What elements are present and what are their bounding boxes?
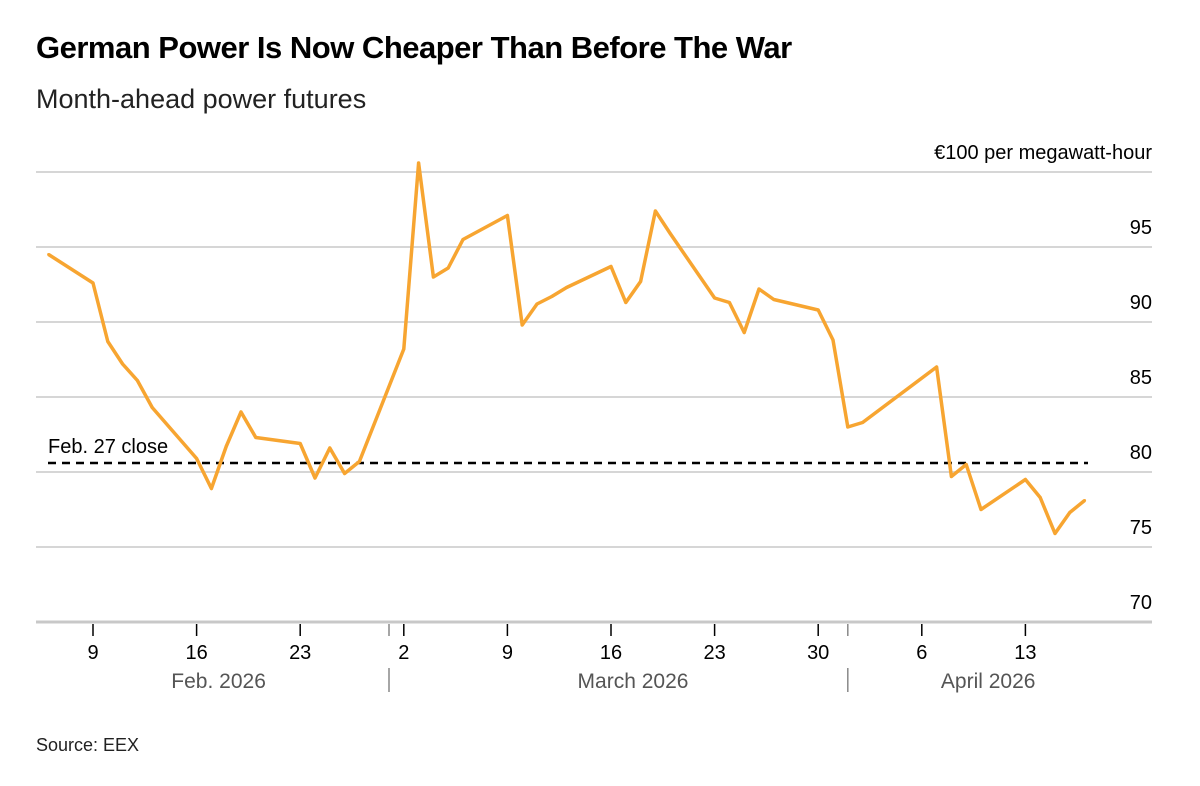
data-point [772,298,776,301]
data-point [1023,478,1027,481]
data-point [417,161,421,165]
data-point [609,265,613,268]
reference-line-label: Feb. 27 close [48,436,168,458]
data-point [846,425,850,429]
chart-subtitle: Month-ahead power futures [36,84,367,114]
data-point [135,379,139,382]
data-point [224,445,228,448]
data-point [254,436,258,439]
price-line [47,161,1086,536]
data-point [1068,511,1072,514]
data-point [742,331,746,334]
data-point [861,421,865,424]
x-tick-label: 6 [916,642,927,664]
data-point [328,446,332,450]
y-tick-label: 90 [1130,292,1152,314]
data-point [668,232,672,235]
x-tick-label: 9 [87,642,98,664]
data-point [195,457,199,460]
data-point [565,286,569,289]
data-point [653,209,657,213]
data-point [757,287,761,291]
data-point [91,281,95,285]
data-point [47,253,51,256]
data-point [343,472,347,475]
data-point [298,442,302,445]
x-tick-label: 2 [398,642,409,664]
x-tick-label: 16 [185,642,207,664]
month-label: April 2026 [941,670,1036,693]
data-point [106,340,110,343]
data-point [713,296,717,300]
data-point [979,508,983,511]
data-point [1053,532,1057,535]
data-point [949,475,953,478]
data-point [831,338,835,342]
data-point [239,410,243,414]
x-tick-label: 23 [703,642,725,664]
x-tick-label: 13 [1014,642,1036,664]
data-point [964,463,968,466]
x-tick-label: 16 [600,642,622,664]
data-point [727,301,731,304]
data-point [550,295,554,298]
x-tick-label: 23 [289,642,311,664]
chart-title: German Power Is Now Cheaper Than Before … [36,30,792,65]
x-tick-label: 30 [807,642,829,664]
month-label: March 2026 [578,670,689,693]
data-point [121,362,125,366]
data-point [209,487,213,490]
data-point [461,238,465,241]
data-point [1083,499,1087,502]
y-tick-label: 95 [1130,217,1152,239]
month-label: Feb. 2026 [171,670,266,693]
data-point [402,347,406,351]
data-point [150,406,154,409]
data-point [935,365,939,369]
y-tick-label: 75 [1130,517,1152,539]
y-tick-label: 85 [1130,367,1152,389]
y-tick-label: 80 [1130,442,1152,464]
data-point [313,476,317,480]
data-point [357,460,361,463]
data-point [505,214,509,217]
data-point [816,308,820,312]
data-point [431,275,435,279]
source-note: Source: EEX [36,735,140,755]
data-point [535,302,539,306]
data-point [639,280,643,283]
y-axis-unit-label: €100 per megawatt-hour [934,142,1152,164]
data-point [624,301,628,304]
data-point [1038,496,1042,499]
x-tick-label: 9 [502,642,513,664]
data-point [446,266,450,270]
y-tick-label: 70 [1130,592,1152,614]
data-point [520,323,524,327]
